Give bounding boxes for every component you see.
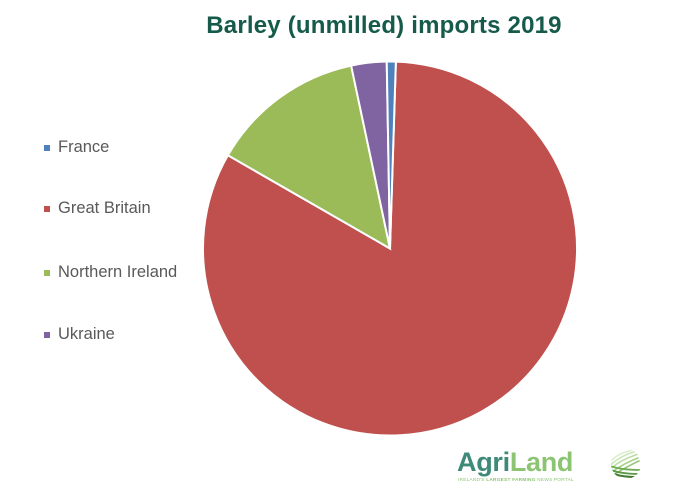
svg-text:IRELAND'S LARGEST FARMING NEWS: IRELAND'S LARGEST FARMING NEWS PORTAL bbox=[458, 477, 574, 482]
svg-text:AgriLand: AgriLand bbox=[457, 448, 573, 477]
